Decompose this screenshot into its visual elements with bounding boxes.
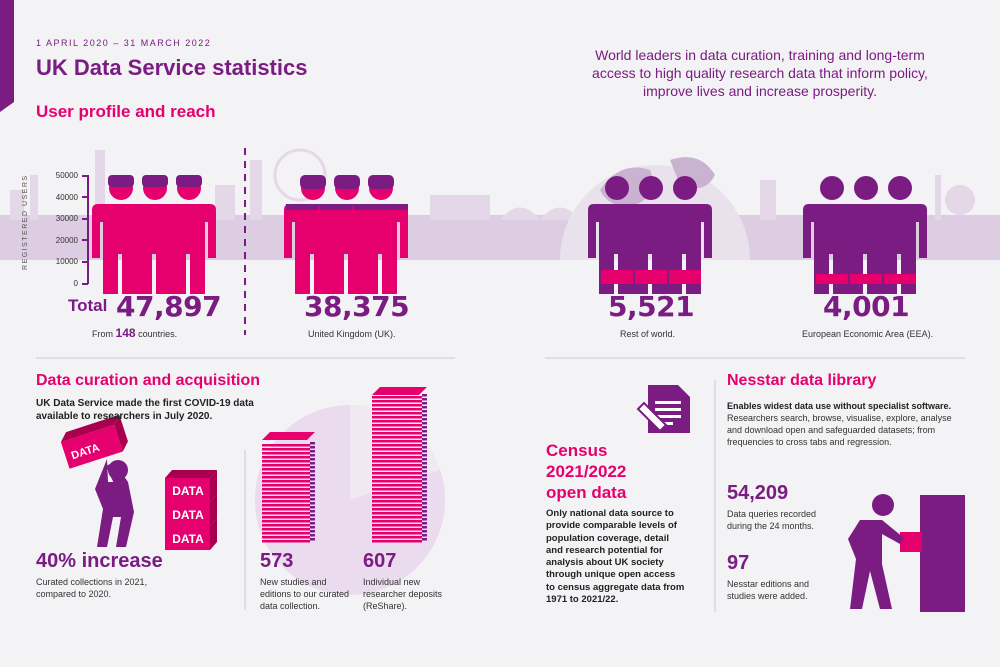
- data-queries-desc: Data queries recorded during the 24 mont…: [727, 509, 817, 531]
- paper-stack-icon: [262, 432, 315, 543]
- filing-cabinet-icon: [900, 495, 965, 612]
- new-studies-value: 573: [260, 550, 294, 572]
- page-title: UK Data Service statistics: [36, 55, 308, 80]
- paper-stack-icon: [372, 387, 427, 543]
- person-icon: [160, 175, 216, 294]
- deposits-desc: Individual new researcher deposits (ReSh…: [363, 577, 443, 611]
- new-studies-desc: New studies and editions to our curated …: [260, 577, 350, 611]
- person-icon: [92, 175, 148, 294]
- census-heading-line: open data: [546, 483, 627, 502]
- tick-label: 30000: [55, 214, 78, 224]
- data-box-stack-icon: [165, 470, 217, 550]
- rest-of-world-label: Rest of world.: [620, 329, 676, 339]
- corner-tab: [0, 0, 14, 112]
- data-box-icon: [60, 414, 128, 469]
- countries-prefix: From: [92, 329, 113, 339]
- person-group-rest-of-world: [588, 176, 712, 294]
- countries-suffix: countries.: [138, 329, 178, 339]
- tick-label: 0: [73, 278, 78, 288]
- eea-value: 4,001: [823, 290, 910, 323]
- tick-label: 50000: [55, 171, 78, 180]
- uk-value: 38,375: [304, 290, 410, 323]
- nesstar-bold-line: Enables widest data use without speciali…: [727, 401, 952, 411]
- nesstar-editions-desc: Nesstar editions and studies were added.: [727, 579, 810, 601]
- person-icon: [126, 175, 182, 294]
- person-group-uk: [284, 175, 408, 294]
- person-carrying-data-icon: [95, 459, 134, 547]
- countries-text: From 148 countries.: [92, 327, 177, 340]
- person-group-total: [92, 175, 216, 294]
- section-heading-nesstar: Nesstar data library: [727, 372, 877, 389]
- person-filing-icon: [848, 494, 904, 609]
- total-label: Total: [68, 296, 108, 315]
- nesstar-desc: Researchers search, browse, visualise, e…: [727, 413, 952, 447]
- census-heading: Census 2021/2022 open data: [546, 440, 626, 503]
- data-queries-value: 54,209: [727, 482, 789, 504]
- deposits-value: 607: [363, 550, 397, 572]
- section-heading-user-profile: User profile and reach: [36, 102, 216, 121]
- countries-count: 148: [115, 326, 136, 340]
- tick-label: 40000: [55, 192, 78, 202]
- data-box-label: DATA: [172, 484, 204, 498]
- nesstar-editions-value: 97: [727, 552, 750, 574]
- tagline: World leaders in data curation, training…: [592, 47, 928, 99]
- census-heading-line: Census: [546, 441, 608, 460]
- rest-of-world-value: 5,521: [608, 290, 695, 323]
- census-desc: Only national data source to provide com…: [546, 508, 685, 606]
- person-group-eea: [803, 176, 927, 294]
- census-heading-line: 2021/2022: [546, 462, 627, 481]
- tick-label: 20000: [55, 235, 78, 245]
- total-value: 47,897: [116, 290, 222, 323]
- section-heading-curation: Data curation and acquisition: [36, 372, 261, 389]
- uk-label: United Kingdom (UK).: [308, 329, 396, 339]
- axis-label: REGISTERED USERS: [22, 174, 29, 270]
- data-box-label: DATA: [172, 532, 204, 546]
- eea-label: European Economic Area (EEA).: [802, 329, 934, 339]
- document-pencil-icon: [636, 385, 690, 433]
- axis-ticks: 50000 40000 30000 20000 10000 0: [44, 171, 78, 301]
- date-range: 1 APRIL 2020 – 31 MARCH 2022: [36, 38, 212, 48]
- increase-value: 40% increase: [36, 550, 163, 572]
- data-box-label: DATA: [172, 508, 204, 522]
- increase-desc: Curated collections in 2021, compared to…: [36, 577, 148, 599]
- tick-label: 10000: [55, 257, 78, 267]
- users-axis: [82, 175, 89, 285]
- curation-intro: UK Data Service made the first COVID-19 …: [36, 398, 254, 422]
